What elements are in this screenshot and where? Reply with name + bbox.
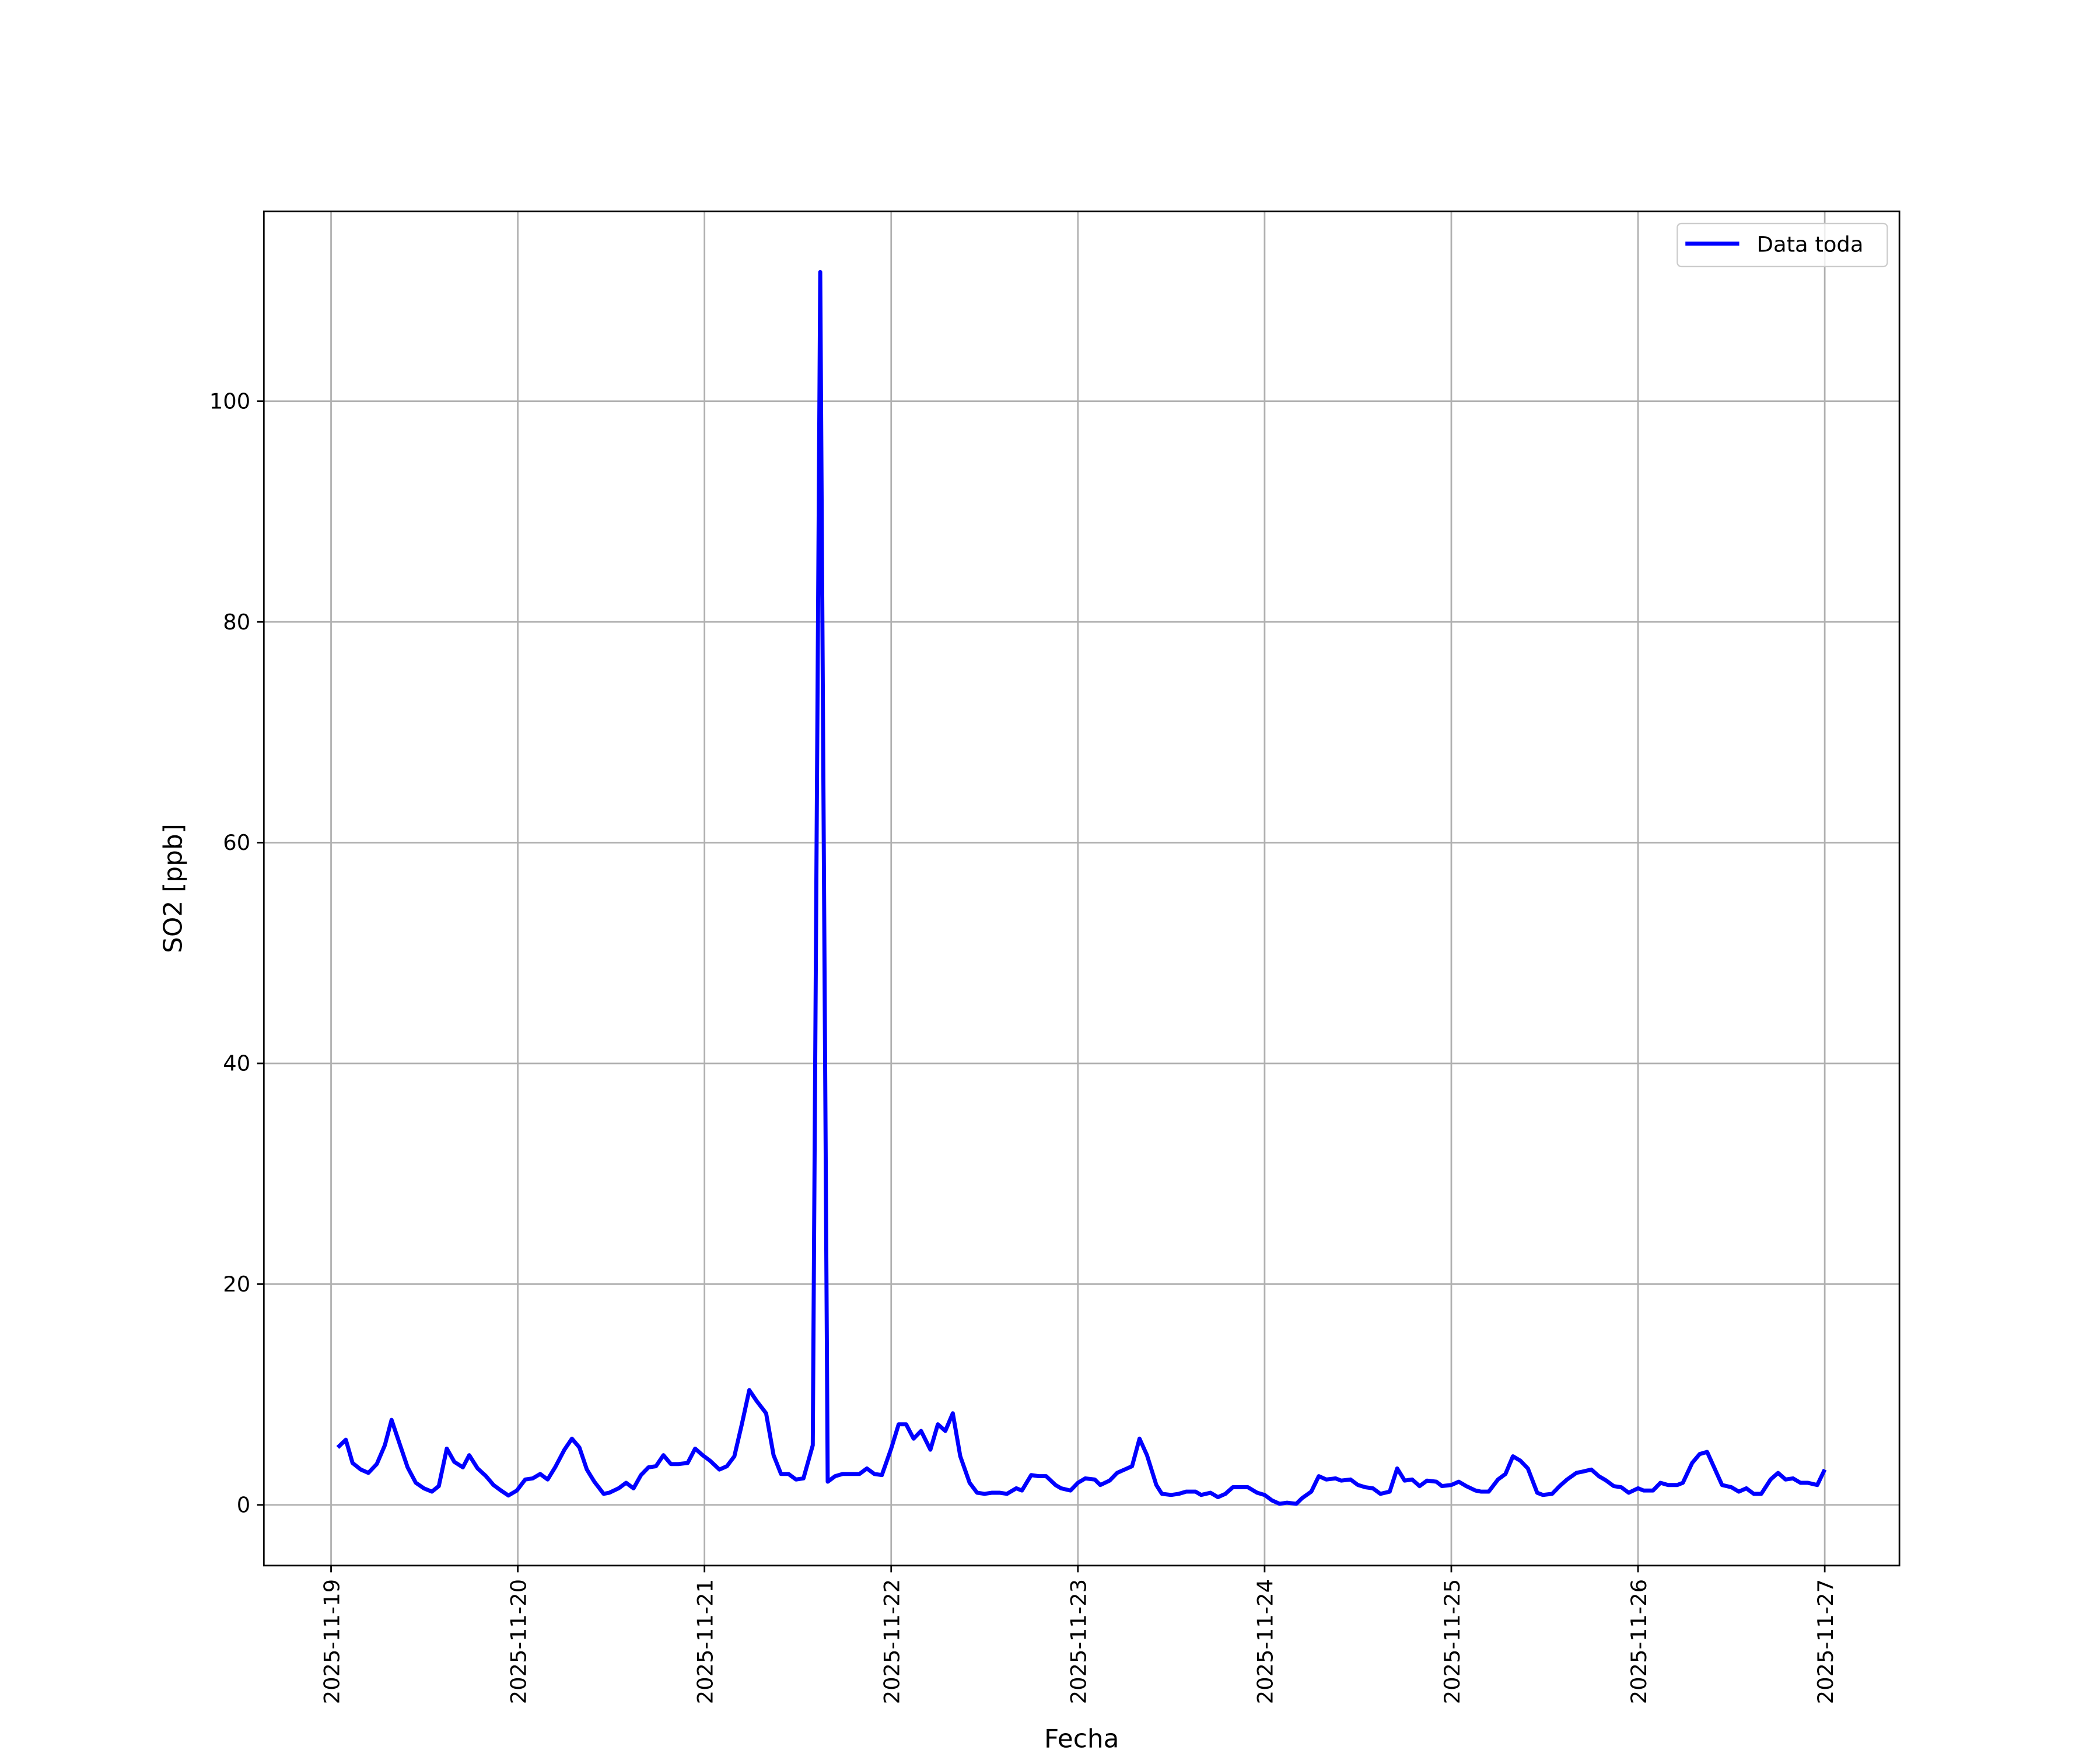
y-tick-label: 100	[209, 388, 250, 414]
x-tick-label: 2025-11-23	[1066, 1579, 1091, 1704]
y-axis-label: SO2 [ppb]	[159, 824, 188, 953]
x-tick-label: 2025-11-22	[880, 1579, 905, 1704]
y-tick-label: 60	[223, 830, 250, 855]
y-tick-label: 40	[223, 1051, 250, 1076]
y-tick-label: 80	[223, 610, 250, 635]
x-tick-label: 2025-11-19	[319, 1579, 344, 1704]
legend-box	[1676, 222, 1888, 268]
data-line	[336, 270, 1827, 1506]
x-tick-label: 2025-11-21	[693, 1579, 718, 1704]
x-tick-label: 2025-11-26	[1626, 1579, 1651, 1704]
ticks: 0 20 40 60 80 100 2025-11-19 2025-11-20 2025-11-…	[209, 388, 1838, 1704]
x-tick-label: 2025-11-25	[1440, 1579, 1465, 1704]
grid	[264, 211, 1900, 1566]
legend: Data toda	[1676, 222, 1888, 268]
x-axis-label: Fecha	[1044, 1724, 1119, 1750]
x-tick-label: 2025-11-27	[1813, 1579, 1838, 1704]
x-tick-label: 2025-11-20	[506, 1579, 531, 1704]
plot-area	[336, 270, 1827, 1506]
y-tick-label: 20	[223, 1272, 250, 1297]
y-tick-label: 0	[237, 1492, 250, 1517]
legend-label: Data toda	[1757, 232, 1864, 257]
x-tick-label: 2025-11-24	[1253, 1579, 1278, 1704]
axes-frame	[262, 210, 1901, 1567]
